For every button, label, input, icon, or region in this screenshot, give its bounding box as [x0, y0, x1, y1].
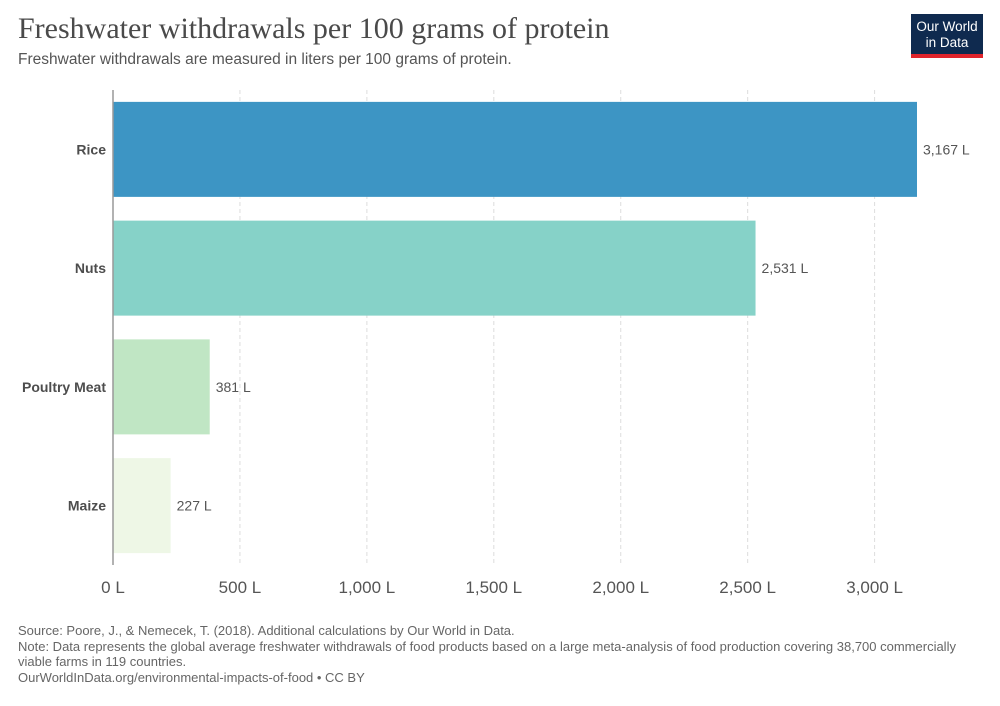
source-text: Source: Poore, J., & Nemecek, T. (2018).… [18, 623, 515, 638]
bar [113, 101, 917, 197]
owid-logo[interactable]: Our World in Data [911, 14, 983, 58]
logo-line-2: in Data [925, 35, 969, 50]
x-tick-label: 0 L [101, 578, 125, 597]
bar [113, 339, 210, 435]
chart-subtitle: Freshwater withdrawals are measured in l… [18, 51, 512, 68]
chart-title: Freshwater withdrawals per 100 grams of … [18, 12, 610, 45]
category-label: Nuts [75, 260, 106, 276]
x-tick-label: 2,000 L [592, 578, 649, 597]
x-tick-label: 2,500 L [719, 578, 776, 597]
value-label: 2,531 L [762, 260, 809, 276]
x-tick-label: 3,000 L [846, 578, 903, 597]
bar [113, 220, 756, 316]
bar-chart: 0 L 500 L 1,000 L 1,500 L 2,000 L 2,500 L 3,00… [22, 90, 970, 597]
note-text: Note: Data represents the global average… [18, 638, 956, 670]
chart-footer: Source: Poore, J., & Nemecek, T. (2018).… [18, 623, 978, 685]
category-label: Poultry Meat [22, 379, 106, 395]
x-tick-label: 1,500 L [465, 578, 522, 597]
logo-line-1: Our World [916, 19, 978, 34]
value-label: 381 L [216, 379, 251, 395]
x-tick-label: 500 L [219, 578, 262, 597]
bar [113, 458, 171, 554]
category-label: Maize [68, 498, 106, 514]
value-label: 3,167 L [923, 141, 970, 157]
category-label: Rice [76, 141, 106, 157]
x-tick-label: 1,000 L [339, 578, 396, 597]
value-label: 227 L [177, 498, 212, 514]
source-link[interactable]: OurWorldInData.org/environmental-impacts… [18, 669, 365, 685]
